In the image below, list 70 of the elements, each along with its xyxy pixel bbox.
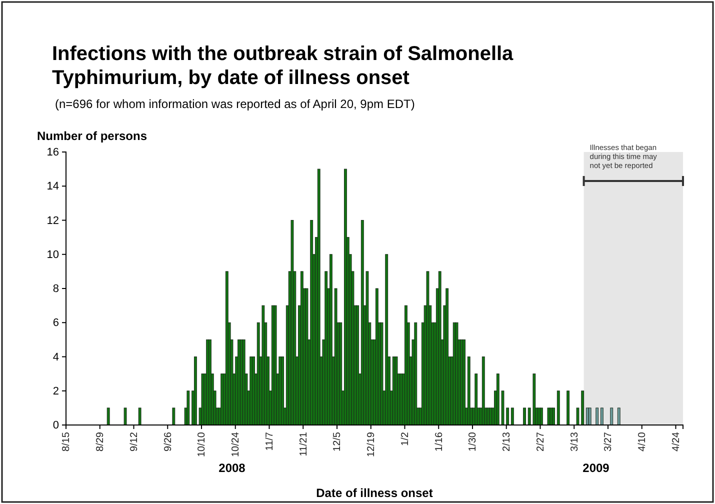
y-tick-label: 14 <box>46 180 59 193</box>
bar <box>414 322 418 426</box>
bar <box>186 390 190 426</box>
text: 2009 <box>582 461 610 475</box>
bar <box>552 408 556 426</box>
bar <box>617 408 620 426</box>
bar <box>317 168 320 426</box>
bar <box>566 390 570 426</box>
bar <box>329 254 332 426</box>
x-tick-label: 4/10 <box>637 432 648 452</box>
x-tick-label: 11/21 <box>298 432 310 456</box>
bar <box>540 408 543 426</box>
y-tick-label: 10 <box>46 248 59 261</box>
y-tick-label: 2 <box>52 385 59 398</box>
x-tick-label: 10/24 <box>230 432 242 458</box>
y-tick-label: 12 <box>46 214 59 227</box>
x-tick-label: 1/2 <box>400 432 411 446</box>
bar <box>556 390 560 426</box>
bar <box>474 374 478 426</box>
bar <box>394 356 398 426</box>
bar <box>596 408 599 426</box>
y-tick-label: 0 <box>52 420 59 432</box>
x-tick-label: 2/13 <box>502 432 513 452</box>
bar <box>467 356 470 426</box>
bar <box>208 339 212 426</box>
bar <box>462 339 466 426</box>
bar <box>426 271 430 426</box>
bar <box>446 288 449 426</box>
bar <box>281 356 284 426</box>
text: 2008 <box>218 461 246 475</box>
chart-subtitle: (n=696 for whom information was reported as of April 20, 9pm EDT) <box>55 97 415 111</box>
bar <box>455 322 458 426</box>
x-tick-label: 4/24 <box>670 432 682 452</box>
x-tick-label: 3/27 <box>603 432 614 452</box>
bar <box>172 408 176 426</box>
x-tick-label: 9/12 <box>128 432 140 452</box>
bar <box>124 408 127 426</box>
bar <box>523 408 526 426</box>
x-tick-label: 3/13 <box>569 432 580 452</box>
y-axis-title: Number of persons <box>37 129 148 143</box>
y-tick-label: 4 <box>52 351 59 364</box>
x-tick-label: 1/30 <box>468 432 479 452</box>
bar <box>194 356 197 426</box>
bar <box>356 305 360 426</box>
bar <box>600 408 604 426</box>
x-tick-label: 8/15 <box>61 432 72 452</box>
x-tick-label: 11/7 <box>264 432 276 451</box>
x-tick-label: 9/26 <box>162 432 174 452</box>
bar <box>225 271 228 426</box>
bar <box>290 220 294 426</box>
chart-title: Infections with the outbreak strain of Salmonella Typhimurium, by date of illness onset <box>52 43 514 89</box>
bar <box>375 288 378 426</box>
y-tick-label: 8 <box>52 283 59 296</box>
y-tick-label: 16 <box>46 146 59 159</box>
bar <box>482 356 485 426</box>
y-tick-label: 6 <box>52 317 59 330</box>
bar <box>106 408 110 426</box>
bar <box>510 408 514 426</box>
x-tick-label: 10/10 <box>196 432 208 458</box>
x-tick-label: 2/27 <box>535 432 546 452</box>
bar <box>588 408 592 426</box>
x-tick-label: 8/29 <box>95 432 106 452</box>
bar <box>339 322 342 426</box>
x-tick-label: 1/16 <box>434 432 445 452</box>
bar <box>610 408 614 426</box>
x-tick-label: 12/19 <box>366 432 378 458</box>
bar <box>344 168 347 426</box>
x-axis-title: Date of illness onset <box>316 486 433 500</box>
bar <box>138 408 142 426</box>
x-tick-label: 12/5 <box>332 432 344 452</box>
